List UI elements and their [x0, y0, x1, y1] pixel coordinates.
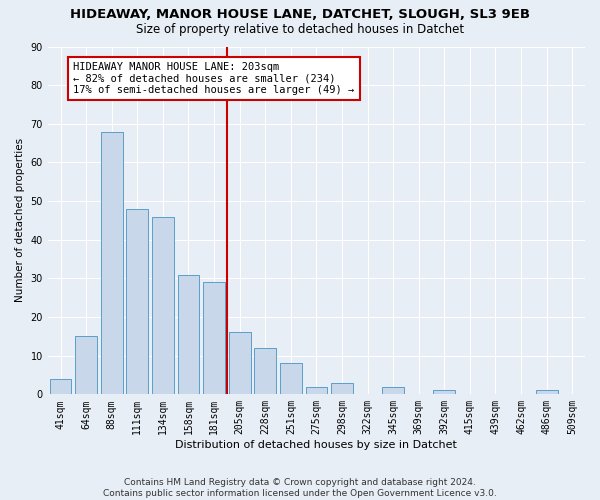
Bar [305, 386, 327, 394]
Bar [152, 216, 174, 394]
Text: Size of property relative to detached houses in Datchet: Size of property relative to detached ho… [136, 22, 464, 36]
Bar [75, 336, 97, 394]
Bar [50, 379, 71, 394]
Y-axis label: Number of detached properties: Number of detached properties [15, 138, 25, 302]
Text: Contains HM Land Registry data © Crown copyright and database right 2024.
Contai: Contains HM Land Registry data © Crown c… [103, 478, 497, 498]
Text: HIDEAWAY MANOR HOUSE LANE: 203sqm
← 82% of detached houses are smaller (234)
17%: HIDEAWAY MANOR HOUSE LANE: 203sqm ← 82% … [73, 62, 355, 95]
Bar [254, 348, 276, 395]
Bar [382, 386, 404, 394]
Bar [433, 390, 455, 394]
Bar [536, 390, 557, 394]
Bar [101, 132, 122, 394]
X-axis label: Distribution of detached houses by size in Datchet: Distribution of detached houses by size … [175, 440, 457, 450]
Bar [178, 274, 199, 394]
Bar [331, 382, 353, 394]
Text: HIDEAWAY, MANOR HOUSE LANE, DATCHET, SLOUGH, SL3 9EB: HIDEAWAY, MANOR HOUSE LANE, DATCHET, SLO… [70, 8, 530, 20]
Bar [203, 282, 225, 395]
Bar [280, 364, 302, 394]
Bar [229, 332, 251, 394]
Bar [127, 209, 148, 394]
